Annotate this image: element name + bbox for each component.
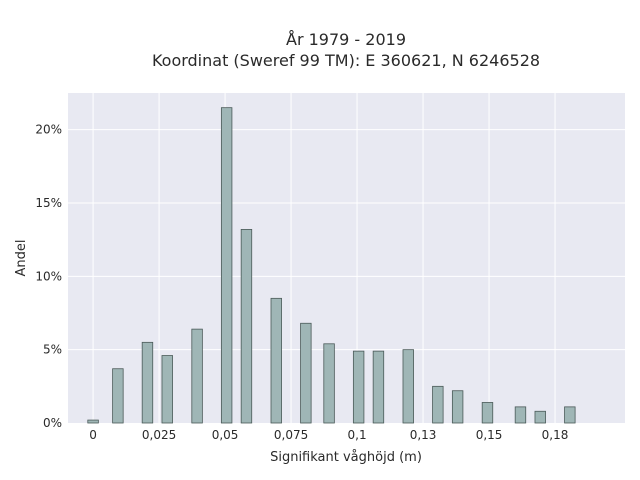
x-tick-label: 0,05 (212, 428, 239, 442)
histogram-bar (451, 390, 464, 424)
x-tick-label: 0,075 (274, 428, 308, 442)
x-tick-label: 0,18 (542, 428, 569, 442)
x-tick-label: 0,025 (142, 428, 176, 442)
y-axis-label: Andel (14, 240, 29, 277)
x-tick-label: 0,15 (476, 428, 503, 442)
y-tick-label: 10% (35, 269, 62, 283)
histogram-bar (432, 385, 444, 424)
x-axis-label: Signifikant våghöjd (m) (270, 450, 422, 465)
y-tick-label: 20% (35, 123, 62, 137)
x-tick-label: 0,13 (410, 428, 437, 442)
histogram-bar (564, 406, 576, 424)
histogram-bar (534, 410, 546, 424)
x-tick-label: 0 (89, 428, 97, 442)
histogram-bar (372, 350, 385, 424)
histogram-bar (141, 341, 154, 424)
histogram-bar (352, 350, 365, 424)
histogram-bar (402, 349, 414, 424)
histogram-bar (514, 406, 527, 424)
histogram-bar (161, 355, 173, 424)
y-tick-label: 15% (35, 196, 62, 210)
y-tick-labels: 0% 5% 10% 15% 20% (35, 123, 62, 430)
histogram-bar (112, 368, 124, 424)
histogram-bar (220, 107, 233, 424)
histogram-bar (481, 402, 494, 424)
histogram-bar (191, 328, 203, 424)
bars-group (87, 107, 576, 424)
plot-area (68, 93, 625, 423)
x-tick-labels: 0 0,025 0,05 0,075 0,1 0,13 0,15 0,18 (89, 428, 568, 442)
histogram-bar (270, 297, 282, 424)
histogram-bar (240, 228, 253, 424)
histogram-bar (300, 322, 312, 424)
histogram-bar (323, 343, 335, 424)
y-tick-label: 0% (43, 416, 62, 430)
chart-subtitle: Koordinat (Sweref 99 TM): E 360621, N 62… (152, 51, 540, 70)
histogram-bar (87, 419, 99, 424)
y-tick-label: 5% (43, 343, 62, 357)
x-tick-label: 0,1 (348, 428, 367, 442)
chart-title: År 1979 - 2019 (286, 30, 406, 49)
